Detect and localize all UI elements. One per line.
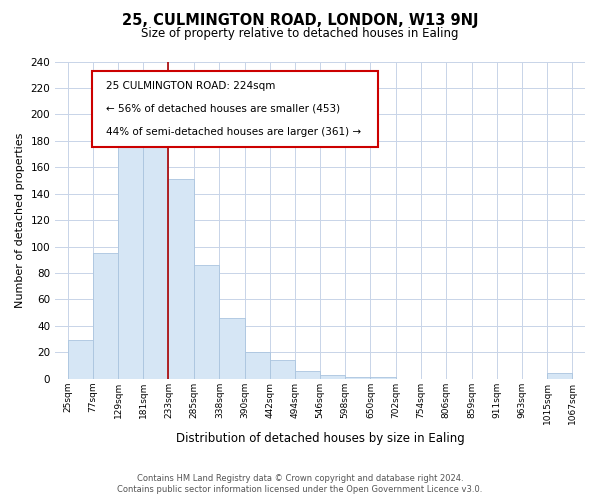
Text: ← 56% of detached houses are smaller (453): ← 56% of detached houses are smaller (45… — [106, 104, 340, 114]
Bar — [245, 352, 270, 379]
Text: Contains HM Land Registry data © Crown copyright and database right 2024.
Contai: Contains HM Land Registry data © Crown c… — [118, 474, 482, 494]
Bar — [370, 378, 395, 379]
Bar — [194, 265, 219, 379]
Text: 25, CULMINGTON ROAD, LONDON, W13 9NJ: 25, CULMINGTON ROAD, LONDON, W13 9NJ — [122, 12, 478, 28]
Bar — [270, 360, 295, 379]
Text: Size of property relative to detached houses in Ealing: Size of property relative to detached ho… — [141, 28, 459, 40]
Bar — [547, 374, 572, 379]
Bar — [143, 144, 169, 379]
Bar — [345, 378, 370, 379]
Bar — [118, 132, 143, 379]
Text: 25 CULMINGTON ROAD: 224sqm: 25 CULMINGTON ROAD: 224sqm — [106, 80, 275, 90]
Y-axis label: Number of detached properties: Number of detached properties — [15, 132, 25, 308]
Bar — [220, 318, 245, 379]
Bar — [169, 179, 194, 379]
X-axis label: Distribution of detached houses by size in Ealing: Distribution of detached houses by size … — [176, 432, 464, 445]
Text: 44% of semi-detached houses are larger (361) →: 44% of semi-detached houses are larger (… — [106, 126, 361, 136]
Bar — [93, 253, 118, 379]
Bar — [295, 371, 320, 379]
Bar — [320, 375, 345, 379]
Bar — [68, 340, 93, 379]
FancyBboxPatch shape — [92, 71, 379, 147]
